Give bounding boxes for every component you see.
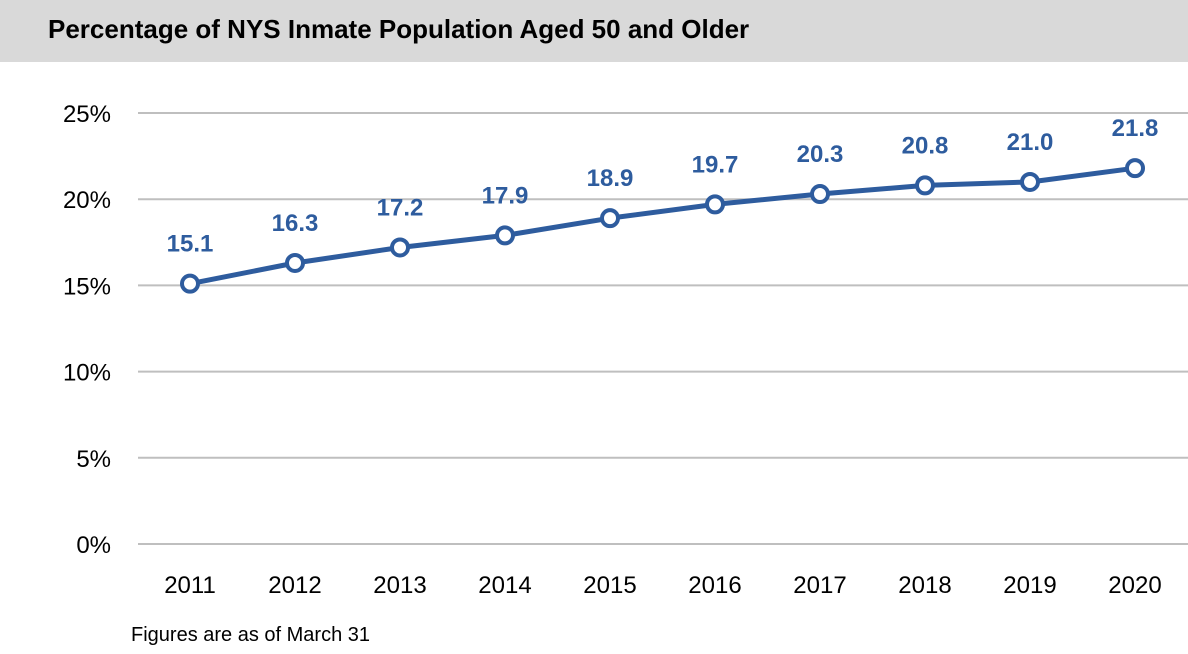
y-tick-label: 5% <box>76 446 111 473</box>
data-point <box>600 208 620 229</box>
data-label: 19.7 <box>692 151 739 178</box>
x-tick-label: 2012 <box>268 572 321 599</box>
footnote: Figures are as of March 31 <box>131 624 370 646</box>
x-tick-label: 2017 <box>793 572 846 599</box>
data-point <box>180 273 200 294</box>
data-point <box>285 252 305 273</box>
data-label: 18.9 <box>587 165 634 192</box>
y-tick-label: 20% <box>63 187 111 214</box>
data-label: 17.9 <box>482 182 529 209</box>
x-tick-label: 2018 <box>898 572 951 599</box>
data-label: 17.2 <box>377 194 424 221</box>
x-tick-label: 2011 <box>164 572 216 599</box>
series-line <box>187 165 1138 287</box>
y-tick-label: 0% <box>76 532 111 559</box>
title-bar: Percentage of NYS Inmate Population Aged… <box>0 0 1188 62</box>
data-point <box>915 175 935 196</box>
data-point <box>1020 171 1040 192</box>
data-label: 20.3 <box>797 141 844 168</box>
data-point <box>810 184 830 205</box>
x-tick-label: 2013 <box>373 572 426 599</box>
y-tick-label: 10% <box>63 360 111 387</box>
y-tick-label: 15% <box>63 273 111 300</box>
x-tick-label: 2015 <box>583 572 636 599</box>
x-tick-label: 2014 <box>478 572 531 599</box>
data-label: 20.8 <box>902 132 949 159</box>
data-label: 21.8 <box>1112 115 1159 142</box>
x-tick-label: 2020 <box>1108 572 1161 599</box>
data-label: 15.1 <box>167 231 214 258</box>
data-point <box>390 237 410 258</box>
chart-title: Percentage of NYS Inmate Population Aged… <box>48 14 750 44</box>
y-tick-label: 25% <box>63 101 111 128</box>
data-label: 16.3 <box>272 210 319 237</box>
data-point <box>1125 158 1145 179</box>
x-tick-label: 2019 <box>1003 572 1056 599</box>
data-point <box>705 194 725 215</box>
x-tick-label: 2016 <box>688 572 741 599</box>
data-label: 21.0 <box>1007 129 1054 156</box>
data-point <box>495 225 515 246</box>
